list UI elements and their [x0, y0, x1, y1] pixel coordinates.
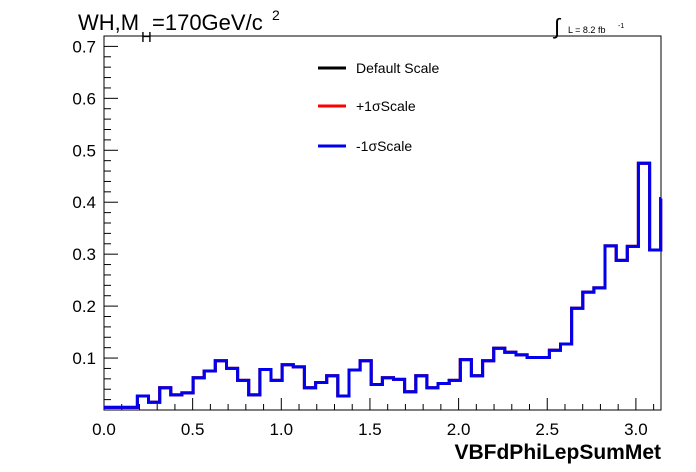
series-line-0: [104, 161, 663, 409]
lumi-superscript: -1: [618, 23, 624, 30]
series-layer: [104, 161, 663, 409]
y-tick-label: 0.6: [72, 89, 96, 108]
legend-label: +1σScale: [356, 98, 416, 114]
title: WH,M H =170GeV/c 2: [78, 7, 280, 46]
x-tick-label: 3.0: [624, 420, 648, 439]
series-line-1: [104, 161, 663, 409]
x-tick-label: 1.0: [269, 420, 293, 439]
title-main: WH,M: [78, 10, 139, 35]
y-axis: 0.1 0.2 0.3 0.4 0.5 0.6 0.7: [72, 37, 118, 401]
integral-sign: ∫: [552, 14, 562, 39]
legend-label: Default Scale: [356, 60, 439, 76]
lumi-text: L = 8.2 fb: [568, 25, 605, 35]
legend-label: -1σScale: [356, 138, 412, 154]
y-tick-label: 0.4: [72, 193, 96, 212]
plot-frame: [103, 35, 662, 411]
y-tick-label: 0.3: [72, 245, 96, 264]
series-line-2: [104, 161, 663, 409]
x-tick-label: 0.0: [92, 420, 116, 439]
x-tick-label: 1.5: [358, 420, 382, 439]
y-tick-label: 0.7: [72, 37, 96, 56]
y-tick-label: 0.5: [72, 141, 96, 160]
y-tick-label: 0.1: [72, 349, 96, 368]
x-tick-label: 2.5: [535, 420, 559, 439]
legend: Default Scale +1σScale -1σScale: [318, 60, 439, 154]
lumi-label: ∫ L = 8.2 fb -1: [552, 14, 624, 39]
title-rest: =170GeV/c: [152, 10, 263, 35]
x-tick-label: 0.5: [181, 420, 205, 439]
title-subscript: H: [141, 29, 152, 46]
x-tick-label: 2.0: [447, 420, 471, 439]
title-superscript: 2: [272, 7, 280, 23]
x-axis: 0.0 0.5 1.0 1.5 2.0 2.5 3.0: [92, 398, 655, 439]
x-axis-label: VBFdPhiLepSumMet: [454, 441, 661, 464]
y-tick-label: 0.2: [72, 297, 96, 316]
